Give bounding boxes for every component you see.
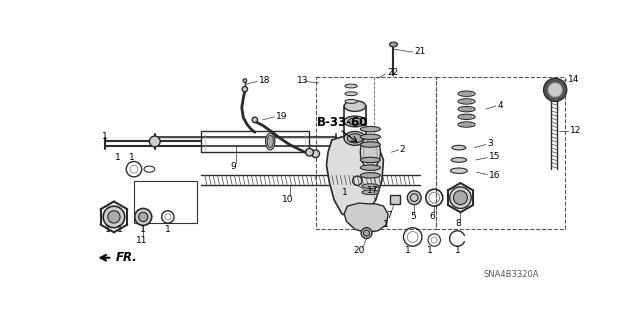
Ellipse shape [345,100,357,103]
Text: 17: 17 [367,186,378,195]
Circle shape [543,78,566,101]
Ellipse shape [458,114,475,120]
Text: 1: 1 [427,246,433,255]
Text: 1: 1 [454,246,460,255]
Bar [316,77,436,229]
Text: 16: 16 [489,171,500,180]
Ellipse shape [266,133,275,150]
Text: 4: 4 [497,101,503,110]
Text: 1: 1 [117,225,123,234]
Polygon shape [344,203,388,232]
Text: 1: 1 [165,225,171,234]
Ellipse shape [348,134,363,143]
Circle shape [103,206,125,228]
Text: 9: 9 [230,162,236,171]
Text: 12: 12 [570,126,581,135]
Ellipse shape [360,136,380,168]
Ellipse shape [458,122,475,127]
Text: B-33-60: B-33-60 [316,116,368,130]
Ellipse shape [360,157,380,163]
Ellipse shape [458,99,475,104]
Text: 5: 5 [410,212,415,221]
Ellipse shape [345,84,357,88]
Text: 1: 1 [115,153,121,162]
Text: 14: 14 [568,75,579,84]
Ellipse shape [344,101,365,111]
Ellipse shape [267,135,273,148]
Text: 1: 1 [342,188,348,197]
Circle shape [312,150,319,158]
Ellipse shape [451,168,467,174]
Text: 10: 10 [282,196,294,204]
Ellipse shape [360,165,380,170]
Circle shape [364,230,369,236]
Ellipse shape [362,184,379,189]
Bar [134,181,197,223]
Ellipse shape [345,92,357,96]
Text: FR.: FR. [115,251,137,264]
Ellipse shape [360,134,380,139]
Ellipse shape [461,115,472,118]
Ellipse shape [364,139,378,165]
Circle shape [139,212,148,221]
Bar [390,195,399,204]
Text: 3: 3 [488,139,493,148]
Ellipse shape [451,158,467,162]
Ellipse shape [461,108,472,111]
Circle shape [108,211,120,223]
Circle shape [135,208,152,226]
Circle shape [550,88,558,96]
Text: 1: 1 [405,246,411,255]
Text: 1: 1 [383,220,388,229]
Ellipse shape [360,173,380,178]
Text: 22: 22 [387,69,399,78]
Ellipse shape [461,100,472,103]
Text: 1: 1 [140,225,146,234]
Ellipse shape [461,123,472,126]
Ellipse shape [452,145,466,150]
Text: 13: 13 [297,76,308,85]
Ellipse shape [360,142,380,147]
Ellipse shape [461,92,472,95]
Text: 15: 15 [489,152,500,161]
Text: 20: 20 [353,246,365,255]
Text: SNA4B3320A: SNA4B3320A [484,270,539,279]
Text: 18: 18 [259,76,270,85]
Circle shape [548,83,562,97]
Polygon shape [326,135,383,219]
Circle shape [407,191,421,204]
Text: 8: 8 [455,219,461,228]
Circle shape [242,86,248,92]
Ellipse shape [458,107,475,112]
Ellipse shape [348,118,362,125]
Text: 21: 21 [414,47,426,56]
Ellipse shape [344,116,365,127]
Ellipse shape [344,131,365,145]
Circle shape [252,117,257,122]
Circle shape [149,136,160,147]
Circle shape [243,79,247,83]
Ellipse shape [390,42,397,47]
Text: 1: 1 [105,225,111,234]
Text: 11: 11 [136,236,147,245]
Bar [436,77,565,229]
Text: 6: 6 [430,212,436,221]
Text: 7: 7 [386,211,392,220]
Circle shape [361,228,372,239]
Ellipse shape [362,190,379,195]
Text: 1: 1 [102,132,108,141]
Ellipse shape [360,126,380,132]
Circle shape [306,148,314,156]
Text: 1: 1 [129,153,134,162]
Ellipse shape [458,91,475,96]
Circle shape [450,187,471,208]
Text: 19: 19 [276,112,287,121]
Text: 2: 2 [399,145,405,154]
Circle shape [454,191,467,204]
Ellipse shape [391,43,396,46]
